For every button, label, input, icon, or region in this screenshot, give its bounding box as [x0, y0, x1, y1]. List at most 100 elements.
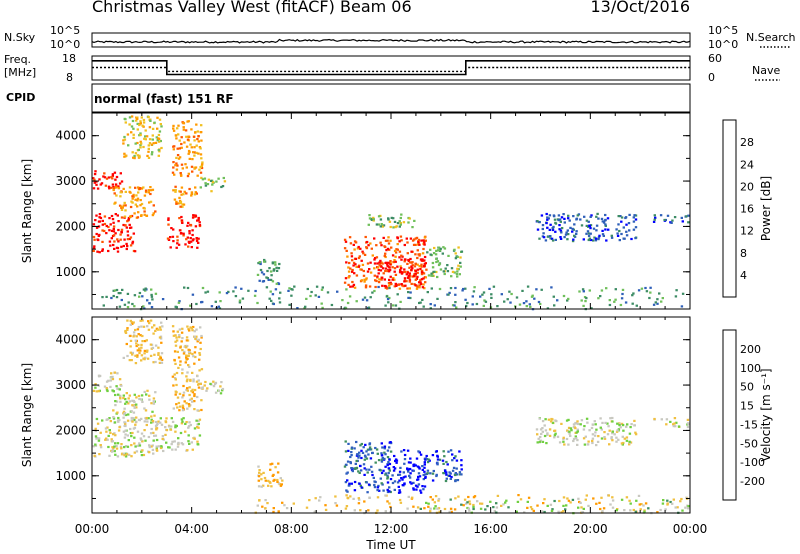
- velocity-cell: [398, 473, 402, 476]
- velocity-cell: [151, 346, 155, 349]
- power-cell: [111, 173, 115, 176]
- velocity-cell: [174, 362, 177, 365]
- power-cell: [632, 216, 635, 219]
- power-cell: [364, 284, 368, 287]
- velocity-cell: [191, 448, 194, 451]
- velocity-cell: [112, 409, 115, 412]
- velocity-cell: [134, 354, 137, 357]
- velocity-cell: [343, 465, 347, 468]
- velocity-cell: [368, 468, 371, 471]
- velocity-cell: [188, 398, 192, 401]
- velocity-cell: [171, 325, 175, 328]
- velocity-cell: [380, 454, 384, 457]
- power-cell: [378, 278, 381, 281]
- power-cell: [100, 182, 104, 185]
- velocity-cell: [403, 483, 406, 486]
- velocity-cell: [160, 341, 163, 344]
- velocity-cell: [118, 378, 122, 381]
- power-cell: [345, 249, 348, 252]
- power-cell: [92, 249, 95, 252]
- velocity-cell: [436, 458, 440, 461]
- velocity-cell: [398, 479, 401, 482]
- power-cell: [410, 269, 413, 272]
- velocity-cell: [193, 408, 196, 411]
- velocity-cell: [560, 511, 563, 514]
- velocity-cell: [134, 362, 138, 365]
- power-cell: [271, 280, 275, 283]
- power-cell: [544, 239, 548, 242]
- velocity-cell: [391, 481, 395, 485]
- power-cell: [188, 151, 191, 154]
- velocity-cell: [345, 489, 348, 492]
- velocity-cell: [380, 482, 383, 485]
- velocity-cell: [185, 388, 188, 391]
- velocity-cell: [393, 480, 397, 483]
- power-cell: [550, 286, 553, 289]
- noise-right-tick-top: 10^5: [708, 24, 739, 37]
- colorbar-tick-label: 100: [740, 362, 761, 375]
- power-cell: [431, 274, 434, 277]
- velocity-cell: [551, 421, 555, 424]
- power-cell: [199, 171, 203, 174]
- power-cell: [437, 263, 441, 267]
- velocity-cell: [372, 476, 375, 479]
- power-cell: [368, 268, 371, 271]
- velocity-cell: [538, 417, 541, 420]
- power-cell: [634, 214, 638, 217]
- power-cell: [159, 123, 162, 126]
- power-cell: [117, 185, 120, 188]
- power-cell: [616, 234, 620, 237]
- power-cell: [386, 270, 389, 273]
- velocity-cell: [118, 426, 121, 429]
- power-cell: [585, 232, 588, 235]
- velocity-cell: [185, 339, 189, 342]
- velocity-cell: [198, 369, 201, 372]
- velocity-cell: [529, 506, 533, 509]
- velocity-cell: [132, 404, 135, 407]
- velocity-cell: [135, 450, 139, 453]
- power-cell: [134, 203, 137, 206]
- power-cell: [344, 277, 348, 280]
- velocity-cell: [424, 458, 427, 461]
- velocity-cell: [686, 418, 690, 421]
- velocity-cell: [640, 503, 643, 506]
- power-cell: [138, 187, 141, 190]
- velocity-cell: [579, 423, 582, 426]
- velocity-cell: [198, 352, 201, 355]
- power-cell: [215, 180, 218, 183]
- power-cell: [149, 118, 152, 121]
- power-cell: [108, 217, 111, 220]
- power-cell: [379, 241, 382, 244]
- power-cell: [345, 288, 348, 291]
- power-cell: [600, 217, 604, 220]
- power-cell: [129, 215, 133, 218]
- velocity-cell: [379, 477, 382, 480]
- power-cell: [389, 261, 392, 264]
- velocity-cell: [324, 508, 328, 511]
- power-cell: [409, 257, 412, 261]
- velocity-cell: [141, 400, 144, 403]
- power-cell: [455, 306, 458, 309]
- colorbar-label: Power [dB]: [759, 176, 773, 241]
- velocity-cell: [181, 409, 185, 412]
- power-cell: [185, 135, 188, 138]
- velocity-cell: [346, 471, 349, 474]
- velocity-cell: [543, 498, 546, 501]
- power-cell: [432, 270, 435, 273]
- power-cell: [393, 270, 396, 273]
- velocity-cell: [381, 456, 384, 460]
- power-cell: [181, 205, 184, 208]
- power-cell: [126, 234, 130, 237]
- velocity-cell: [97, 439, 101, 442]
- power-cell: [380, 244, 383, 247]
- velocity-cell: [345, 505, 349, 508]
- power-cell: [120, 298, 123, 302]
- power-cell: [186, 175, 190, 178]
- power-cell: [136, 197, 140, 200]
- power-cell: [123, 152, 126, 155]
- velocity-cell: [140, 359, 143, 362]
- power-cell: [423, 236, 427, 239]
- power-cell: [675, 289, 678, 292]
- power-cell: [156, 139, 159, 142]
- power-cell: [357, 265, 360, 268]
